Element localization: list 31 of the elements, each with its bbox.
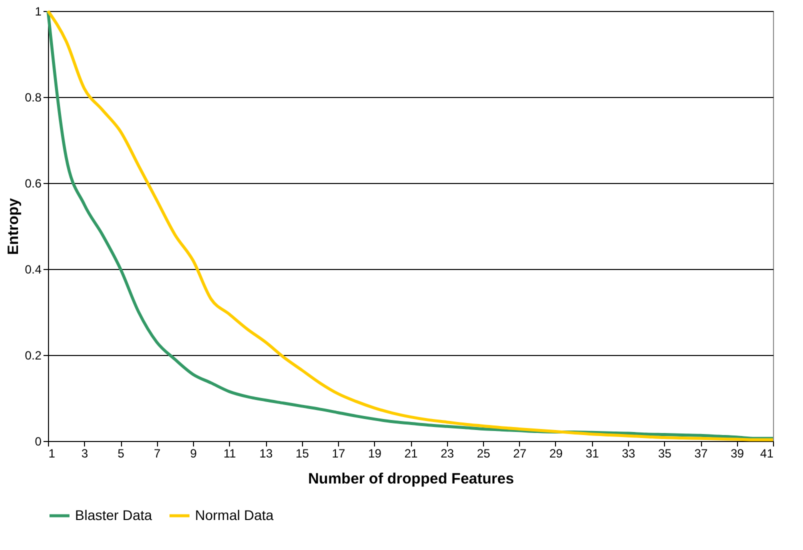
y-tick-label: 0.4	[24, 262, 42, 276]
x-tick-label: 5	[118, 446, 125, 460]
x-tick-label: 7	[154, 446, 161, 460]
x-tick-label: 21	[404, 446, 418, 460]
x-tick-label: 33	[622, 446, 636, 460]
x-tick-label: 17	[332, 446, 346, 460]
y-axis-title: Entropy	[4, 198, 22, 255]
y-tick-label: 0.6	[24, 176, 42, 190]
x-tick-label: 9	[190, 446, 198, 460]
x-tick-label: 11	[224, 446, 236, 460]
x-tick-label: 31	[586, 446, 600, 460]
x-tick-label: 1	[48, 446, 56, 460]
x-tick-label: 35	[658, 446, 672, 460]
x-tick-label: 25	[476, 446, 490, 460]
y-tick-label: 0.8	[24, 90, 42, 104]
x-tick-label: 41	[760, 446, 774, 460]
legend-label: Normal Data	[195, 506, 274, 523]
x-tick-label: 29	[549, 446, 563, 460]
legend-label: Blaster Data	[75, 506, 152, 523]
x-tick-label: 23	[440, 446, 454, 460]
x-tick-label: 15	[296, 446, 310, 460]
x-tick-label: 37	[694, 446, 708, 460]
x-tick-label: 39	[730, 446, 744, 460]
y-tick-label: 1	[34, 4, 42, 18]
x-tick-label: 27	[513, 446, 527, 460]
y-tick-label: 0.2	[24, 348, 42, 362]
x-tick-label: 19	[368, 446, 382, 460]
x-tick-label: 13	[259, 446, 273, 460]
x-axis-title: Number of dropped Features	[308, 470, 514, 488]
y-tick-label: 0	[34, 434, 42, 448]
x-tick-label: 3	[81, 446, 88, 460]
